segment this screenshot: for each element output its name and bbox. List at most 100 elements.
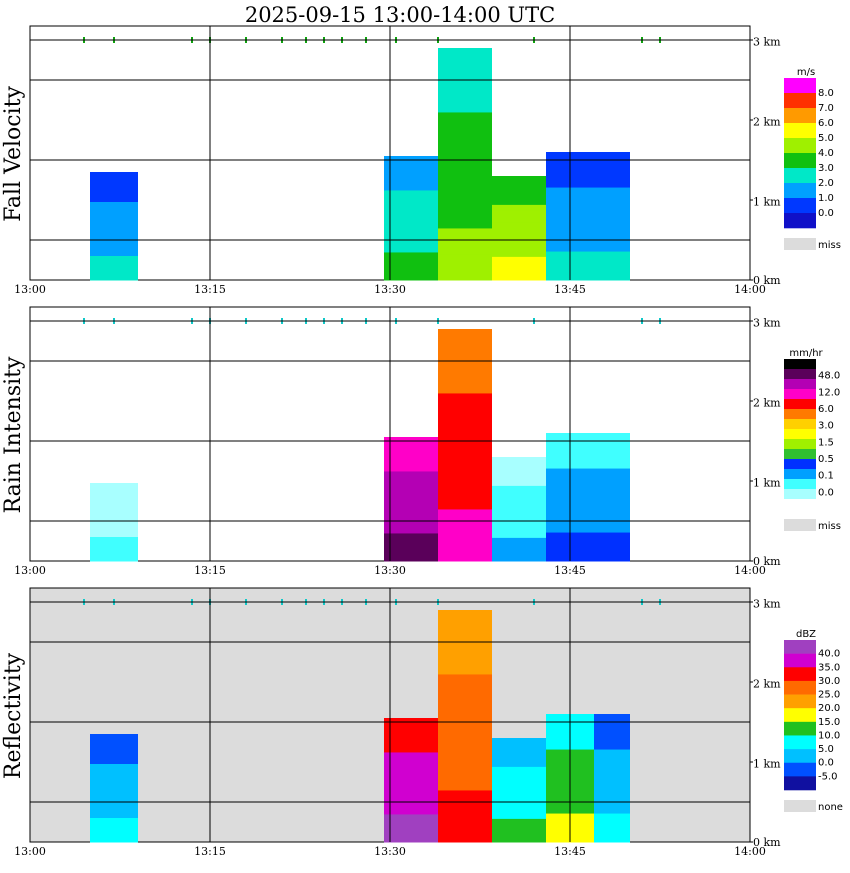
echo-cell [384,745,438,753]
echo-cell [384,759,438,767]
echo-cell [384,471,438,479]
echo-cell [384,519,438,528]
legend-level: 3.0 [818,421,834,432]
echo-cell [438,254,492,268]
echo-cell [90,190,138,197]
echo-cell [594,553,630,562]
echo-cell [492,795,546,803]
echo-cell [438,713,492,727]
echo-cell [492,485,546,493]
echo-cell [90,471,138,478]
echo-cell [384,766,438,774]
legend-swatch [784,708,816,723]
legend-swatch [784,489,816,500]
echo-cell [594,272,630,281]
echo-cell [492,526,546,533]
echo-cell [492,766,546,774]
row-label: Rain Intensity [1,356,26,513]
echo-cell [492,468,546,475]
legend-level: 0.5 [818,454,834,465]
y-tick-label: 3 km [753,317,781,330]
echo-cell [492,813,546,820]
legend-swatch [784,213,816,229]
echo-cell [384,814,438,822]
echo-cell [90,483,138,490]
echo-cell [438,215,492,229]
echo-cell [384,266,438,274]
y-tick-label: 1 km [753,758,781,771]
legend-level: 5.0 [818,744,834,755]
echo-cell [594,735,630,743]
echo-cell [492,509,546,516]
legend-missing-label: miss [818,521,841,532]
x-tick-label: 14:00 [734,564,766,577]
echo-cell [384,828,438,836]
echo-cell [594,433,630,441]
echo-cell [90,531,138,538]
echo-cell [384,731,438,740]
echo-cell [594,454,630,462]
echo-cell [90,513,138,520]
echo-cell [384,526,438,534]
echo-cell [492,474,546,481]
echo-cell [438,751,492,766]
echo-cell [90,232,138,239]
echo-cell [90,836,138,843]
echo-cell [90,507,138,514]
chart-title: 2025-09-15 13:00-14:00 UTC [245,3,555,27]
legend-swatch [784,479,816,490]
echo-cell [384,807,438,815]
echo-cell [90,740,138,747]
echo-cell [492,836,546,843]
legend-swatch [784,123,816,139]
legend-level: 30.0 [818,676,840,687]
echo-cell [492,755,546,762]
echo-cell [594,180,630,189]
echo-cell [384,457,438,466]
y-tick-label: 1 km [753,196,781,209]
echo-cell [90,184,138,191]
echo-cell [384,169,438,178]
echo-cell [492,543,546,550]
echo-cell [594,813,630,822]
panel-reflectivity: Reflectivity 13:00 13:15 13:30 13:45 14:000 k… [1,587,843,858]
echo-cell [492,245,546,252]
echo-cell [492,830,546,837]
echo-cell [438,164,492,178]
legend-swatch [784,379,816,390]
echo-cell [492,251,546,258]
echo-cell [90,178,138,185]
echo-cell [438,661,492,675]
echo-cell [492,532,546,539]
echo-cell [594,482,630,491]
x-tick-label: 14:00 [734,283,766,296]
echo-cell [384,224,438,233]
legend-level: 15.0 [818,717,840,728]
echo-cell [492,176,546,183]
echo-cell [384,176,438,185]
echo-cell [384,492,438,500]
echo-cell [384,499,438,507]
legend-swatch [784,198,816,214]
echo-cell [438,267,492,281]
y-tick-label: 0 km [753,836,781,849]
legend-swatch [784,439,816,450]
legend-swatch [784,108,816,124]
echo-cell [438,367,492,382]
echo-cell [384,773,438,781]
legend-level: 20.0 [818,703,840,714]
echo-cell [384,505,438,514]
echo-cell [492,778,546,785]
x-tick-label: 13:00 [14,283,46,296]
legend-level: -5.0 [818,771,838,782]
echo-cell [492,520,546,527]
echo-cell [90,764,138,771]
echo-cell [438,803,492,817]
echo-cell [438,406,492,420]
echo-cell [90,746,138,753]
echo-cell [594,475,630,484]
echo-cell [438,829,492,843]
echo-cell [438,86,492,101]
echo-cell [492,480,546,487]
echo-cell [492,491,546,498]
